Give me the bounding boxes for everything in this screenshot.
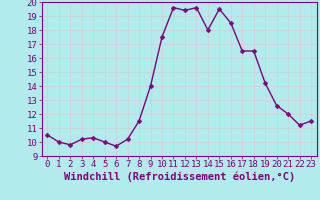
X-axis label: Windchill (Refroidissement éolien,°C): Windchill (Refroidissement éolien,°C) xyxy=(64,172,295,182)
